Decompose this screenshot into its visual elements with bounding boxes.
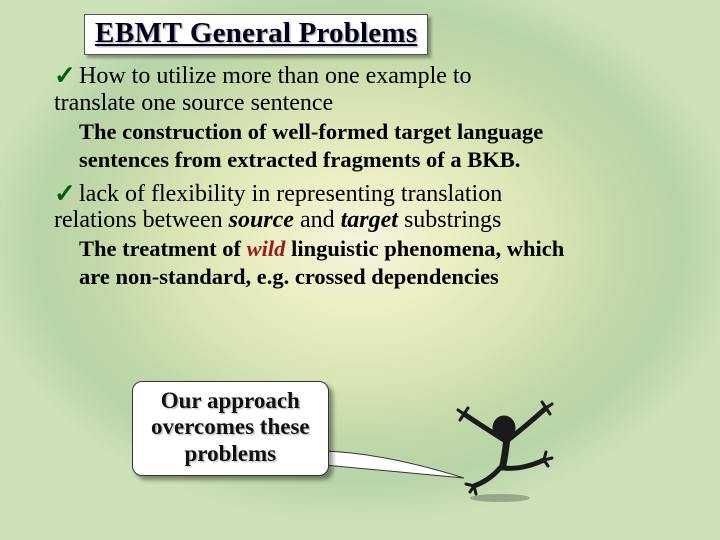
bullet-1-line1: How to utilize more than one example to [79,63,472,89]
source-word: source [229,207,294,233]
check-icon: ✓ [54,61,76,90]
text: substrings [398,207,501,233]
check-icon: ✓ [54,179,76,208]
text: and [294,207,341,233]
target-word: target [341,207,398,233]
bullet-1-line2: translate one source sentence [54,90,666,117]
text: linguistic phenomena, which [285,236,564,261]
callout-tail-icon [324,443,474,493]
callout-line3: problems [151,441,310,467]
bullet-1-sub1: The construction of well-formed target l… [79,119,666,145]
bullet-block-2: ✓lack of flexibility in representing tra… [54,181,666,291]
title-rest: General Problems [182,17,417,49]
callout-box: Our approach overcomes these problems [132,381,329,476]
title-box: EBMT General Problems [84,14,428,55]
slide-title: EBMT General Problems [95,17,417,49]
bullet-1-sub2: sentences from extracted fragments of a … [79,147,666,173]
bullet-2-sub1: The treatment of wild linguistic phenome… [79,236,666,262]
callout-line2: overcomes these [151,414,310,440]
bullet-1-main: ✓How to utilize more than one example to [54,63,666,90]
title-ebmt: EBMT [95,17,182,49]
slide: EBMT General Problems ✓How to utilize mo… [0,0,720,540]
text: relations between [54,207,229,233]
wild-word: wild [247,236,286,261]
bullet-2-line1: lack of flexibility in representing tran… [79,181,502,207]
bullet-2-line2: relations between source and target subs… [54,207,666,234]
bullet-block-1: ✓How to utilize more than one example to… [54,63,666,173]
text: The treatment of [79,236,247,261]
callout: Our approach overcomes these problems [132,381,329,476]
callout-line1: Our approach [151,388,310,414]
bullet-2-main: ✓lack of flexibility in representing tra… [54,181,666,208]
bullet-2-sub2: are non-standard, e.g. crossed dependenc… [79,264,666,290]
